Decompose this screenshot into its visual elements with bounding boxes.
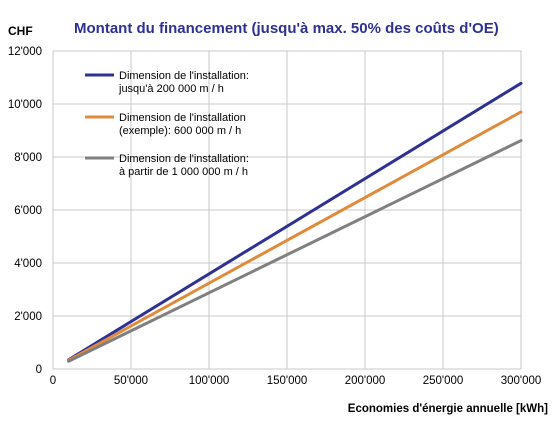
x-tick-label: 0 [50, 375, 56, 387]
y-tick-label: 2'000 [14, 311, 42, 323]
y-tick-labels: 0 2'000 4'000 6'000 8'000 10'000 12'000 [8, 46, 42, 376]
series-line-1 [67, 81, 523, 362]
chart-title: Montant du financement (jusqu'à max. 50%… [74, 20, 499, 37]
x-tick-label: 150'000 [267, 375, 308, 387]
x-tick-labels: 0 50'000 100'000 150'000 200'000 250'000 300'0… [50, 375, 541, 387]
y-tick-label: 12'000 [8, 46, 42, 58]
legend-label: (exemple): 600 000 m / h [119, 125, 241, 137]
x-tick-label: 100'000 [189, 375, 230, 387]
y-tick-label: 0 [36, 364, 42, 376]
x-tick-label: 50'000 [114, 375, 148, 387]
x-tick-label: 300'000 [501, 375, 542, 387]
legend: Dimension de l'installation:jusqu'à 200 … [85, 70, 249, 178]
y-tick-label: 4'000 [14, 258, 42, 270]
series-lines [67, 81, 523, 363]
series-line-3 [67, 139, 523, 363]
x-tick-label: 200'000 [345, 375, 386, 387]
legend-label: Dimension de l'installation [119, 112, 246, 124]
y-tick-label: 6'000 [14, 205, 42, 217]
x-axis-label: Economies d'énergie annuelle [kWh] [348, 403, 548, 415]
legend-label: jusqu'à 200 000 m / h [118, 83, 224, 95]
gridlines [52, 50, 522, 370]
x-tick-label: 250'000 [423, 375, 464, 387]
y-tick-label: 10'000 [8, 99, 42, 111]
series-line-2 [67, 110, 523, 362]
legend-label: à partir de 1 000 000 m / h [119, 166, 248, 178]
y-tick-label: 8'000 [14, 152, 42, 164]
y-axis-unit: CHF [8, 24, 33, 38]
legend-label: Dimension de l'installation: [119, 153, 249, 165]
legend-label: Dimension de l'installation: [119, 70, 249, 82]
